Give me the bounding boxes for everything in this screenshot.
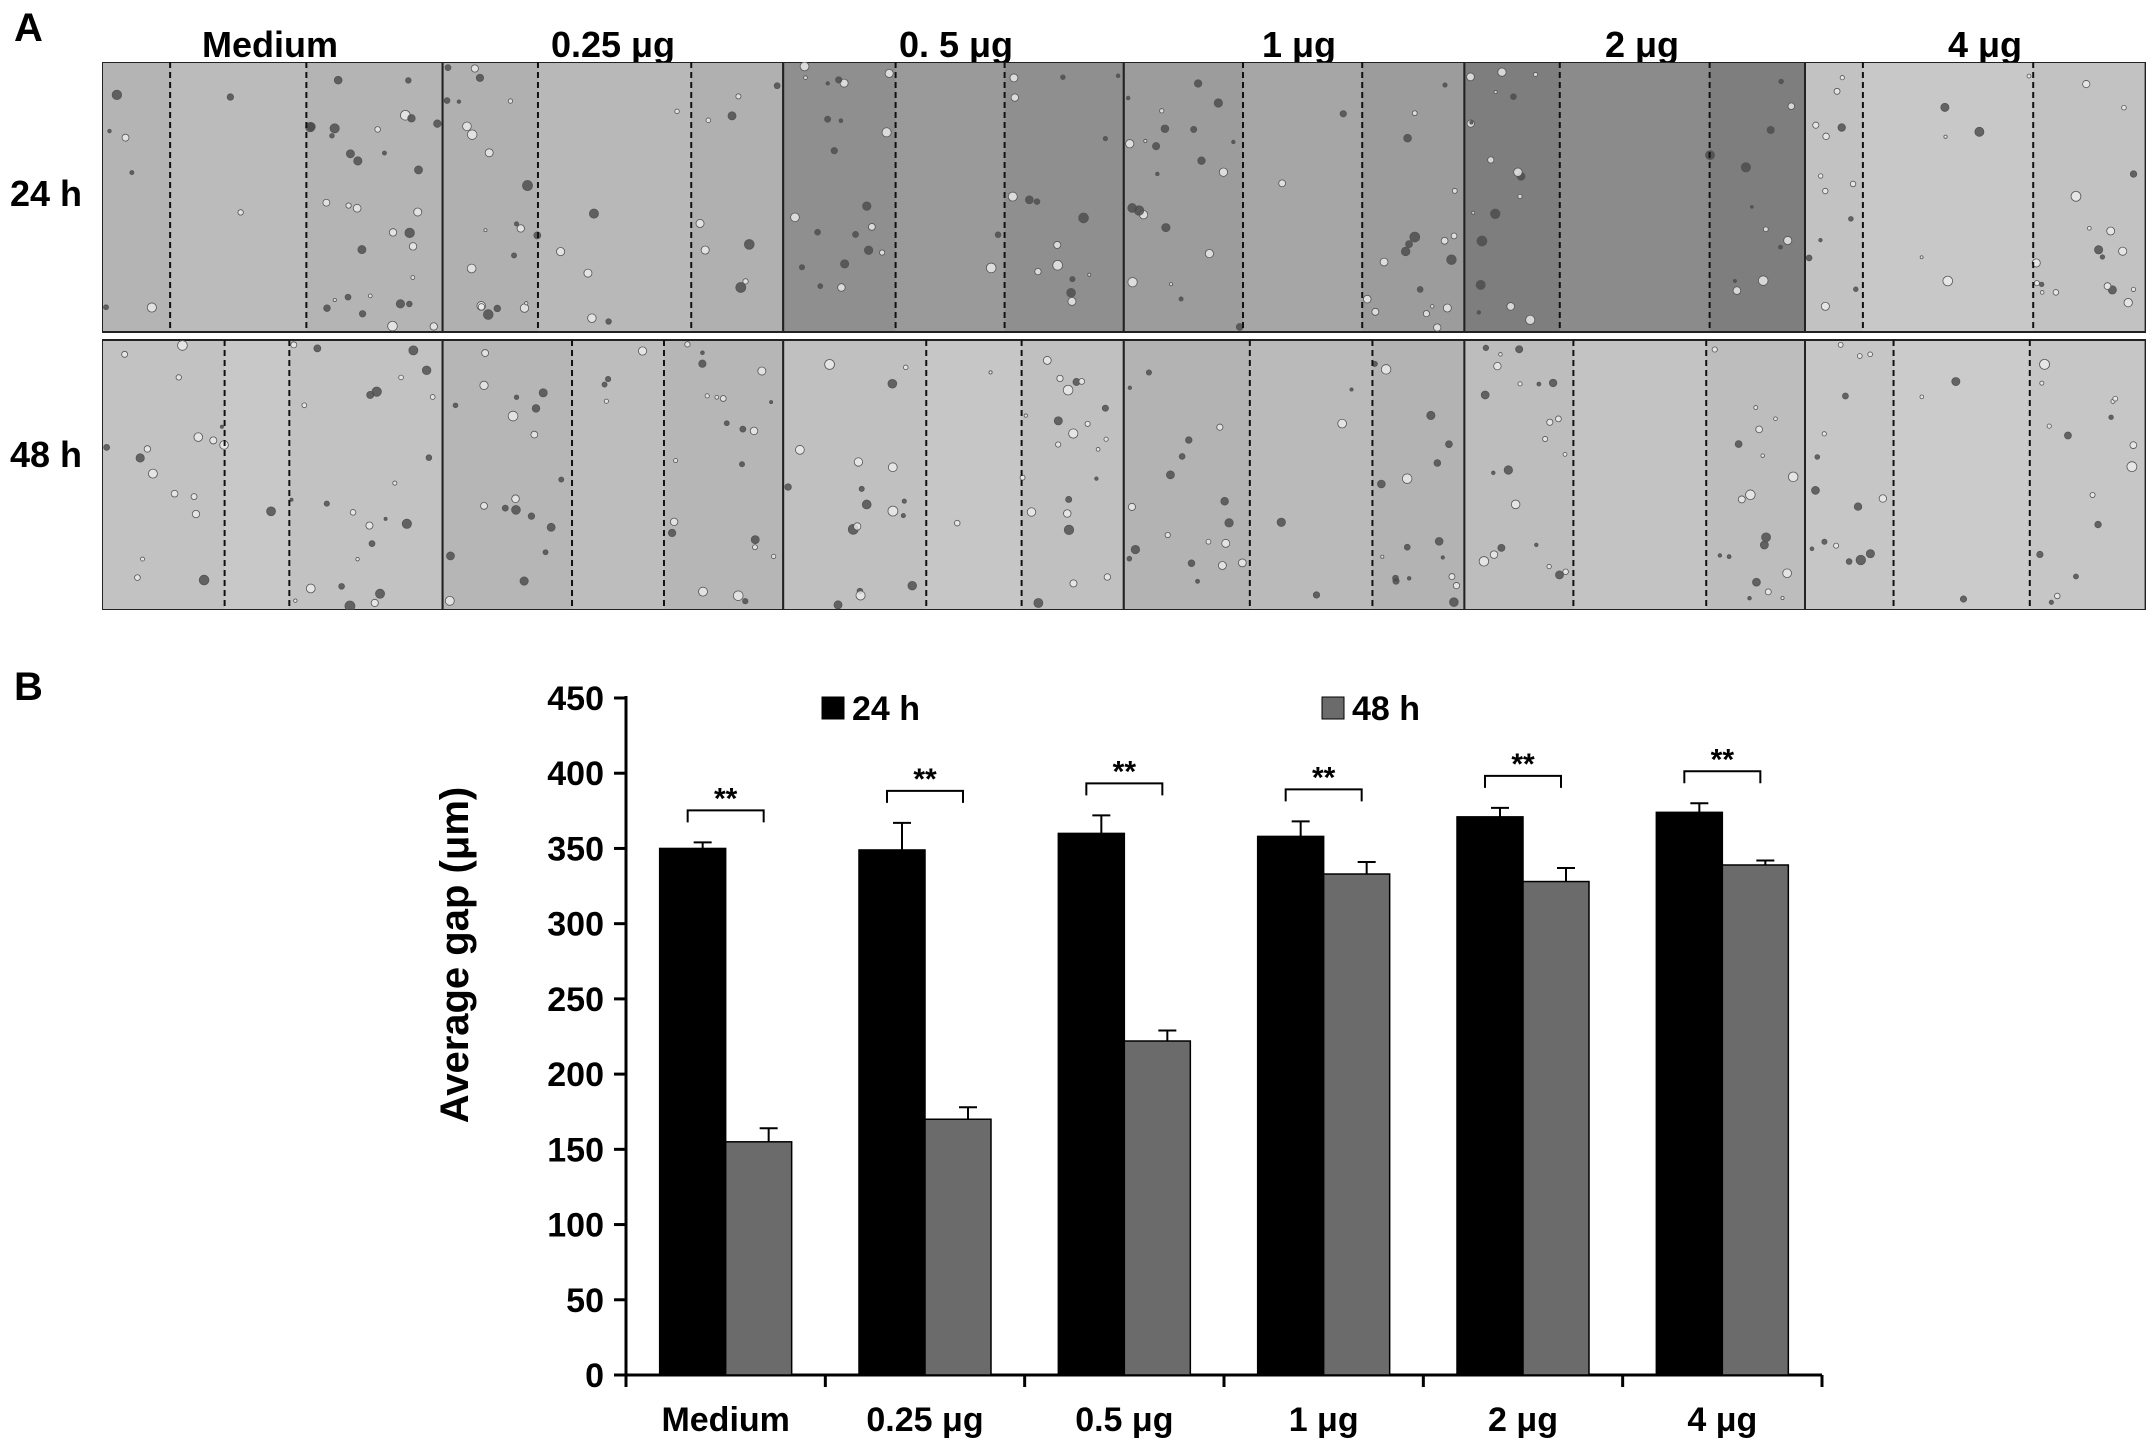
legend-48h-swatch [1321,696,1345,720]
significance-label: ** [1113,755,1137,788]
y-tick-label: 250 [547,981,604,1019]
x-category-label: 1 μg [1289,1401,1359,1439]
y-tick-label: 100 [547,1207,604,1245]
bar-24h [1256,835,1325,1376]
significance-bracket [1085,782,1164,796]
significance-label: ** [913,763,937,796]
microscopy-tile [1463,339,1807,610]
column-label-4ug: 4 μg [1947,24,2023,65]
y-tick-label: 400 [547,755,604,793]
bar-48h [1522,880,1590,1376]
y-axis-title: Average gap (μm) [433,787,477,1123]
microscopy-tile [782,339,1125,610]
significance-label: ** [1511,748,1535,781]
microscopy-tile [1804,62,2146,333]
panel-b-label: B [14,665,43,709]
significance-bracket [1284,788,1363,802]
x-category-label: 2 μg [1488,1401,1558,1439]
legend-24h-swatch [821,696,845,720]
y-tick-label: 350 [547,830,604,868]
y-tick-label: 450 [547,680,604,718]
y-tick-label: 0 [585,1357,604,1395]
microscopy-tile [1463,62,1807,333]
row-label-48h: 48 h [10,434,83,475]
microscopy-tile [1804,339,2146,610]
column-label-2ug: 2 μg [1604,24,1680,65]
bar-24h [658,847,727,1376]
significance-label: ** [1312,761,1336,794]
bar-48h [1123,1040,1192,1376]
microscopy-image-grid [102,62,2146,610]
row-label-24h: 24 h [10,173,83,214]
microscopy-tile [1122,62,1466,333]
significance-label: ** [1711,743,1735,776]
bar-48h [724,1141,793,1376]
bar-24h [1655,811,1724,1376]
significance-bracket [1484,774,1562,788]
significance-bracket [686,809,765,823]
x-category-label: 4 μg [1687,1401,1757,1439]
bar-24h [1456,816,1524,1376]
y-tick-label: 200 [547,1056,604,1094]
column-label-medium: Medium [201,24,338,65]
column-label-1ug: 1 μg [1261,24,1337,65]
significance-bracket [1683,770,1762,784]
legend-48h-label: 48 h [1352,690,1420,728]
significance-bracket [886,789,964,803]
y-tick-label: 150 [547,1131,604,1169]
bar-48h [1721,864,1790,1376]
microscopy-tile [441,62,785,333]
panel-a-label: A [14,6,43,50]
microscopy-tile [441,339,785,610]
x-category-label: 0.25 μg [866,1401,983,1439]
bar-24h [1057,832,1126,1376]
x-category-label: Medium [661,1401,789,1439]
microscopy-tile [782,62,1125,333]
microscopy-tile [102,62,444,333]
column-label-0-25ug: 0.25 μg [550,24,676,65]
y-tick-label: 300 [547,906,604,944]
microscopy-tile [102,339,444,610]
bar-48h [924,1118,992,1376]
y-tick-label: 50 [566,1282,604,1320]
significance-label: ** [714,782,738,815]
x-category-label: 0.5 μg [1075,1401,1173,1439]
bar-48h [1322,873,1391,1376]
column-label-0-5ug: 0. 5 μg [898,24,1014,65]
bar-24h [858,849,926,1376]
legend-24h-label: 24 h [852,690,920,728]
